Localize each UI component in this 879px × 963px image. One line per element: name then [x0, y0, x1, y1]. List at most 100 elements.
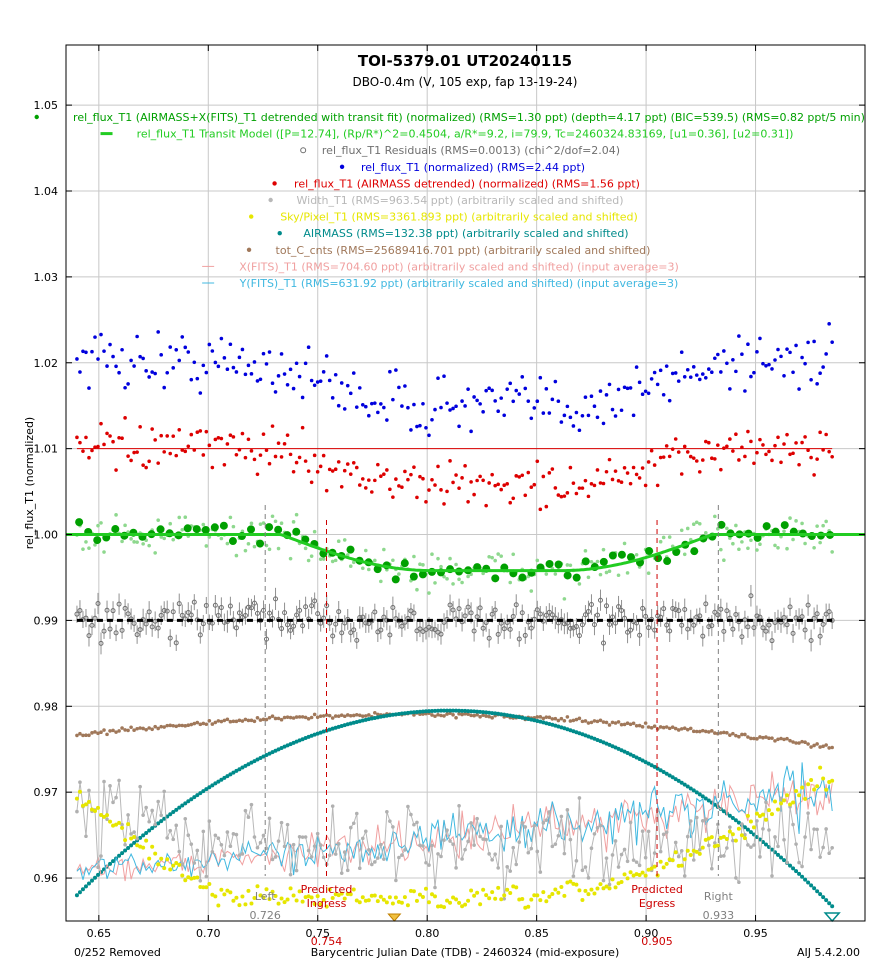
residual-point — [462, 613, 468, 619]
red-point — [351, 461, 356, 465]
tot-c-cnts-point — [93, 730, 97, 734]
residual-point — [805, 602, 811, 608]
airmass-point — [408, 710, 413, 715]
green-point — [625, 571, 630, 575]
airmass-point — [580, 732, 585, 737]
sky-pixel-point — [475, 890, 480, 895]
sky-pixel-point — [363, 898, 368, 903]
residual-point — [336, 609, 342, 615]
red-point — [186, 444, 191, 449]
residual-point — [706, 624, 712, 630]
airmass-point — [426, 709, 431, 714]
red-point — [168, 451, 173, 456]
red-point — [174, 453, 179, 458]
blue-point — [454, 404, 458, 409]
blue-point — [433, 407, 437, 412]
blue-point — [388, 369, 392, 374]
residual-point — [363, 620, 369, 626]
red-point — [710, 456, 714, 461]
green-point — [321, 557, 326, 561]
chart-title: TOI-5379.01 UT20240115 — [358, 52, 572, 70]
airmass-point — [703, 796, 708, 801]
blue-point — [442, 374, 446, 378]
transit-model-line — [66, 533, 865, 573]
tot-c-cnts-point — [216, 719, 221, 723]
tot-c-cnts-point — [339, 713, 344, 717]
tot-c-cnts-point — [740, 732, 744, 737]
sky-pixel-point — [99, 812, 104, 817]
red-point — [294, 460, 299, 465]
marker-value: 0.905 — [641, 935, 673, 948]
tot-c-cnts-point — [81, 733, 85, 738]
airmass-point — [255, 757, 260, 762]
blue-point — [373, 401, 377, 405]
red-point — [156, 461, 160, 465]
sky-pixel-point — [806, 782, 811, 787]
green-point — [207, 535, 212, 539]
residual-point — [739, 634, 745, 640]
red-point — [165, 434, 170, 438]
red-point — [559, 494, 564, 499]
sky-pixel-point — [709, 835, 714, 840]
tot-c-cnts-point — [568, 719, 573, 723]
airmass-point — [360, 718, 365, 723]
airmass-point — [824, 898, 829, 903]
sky-pixel-point — [724, 836, 729, 841]
red-point — [394, 477, 398, 481]
sky-pixel-point — [574, 882, 579, 887]
blue-point — [90, 349, 94, 354]
red-point — [731, 449, 735, 453]
width-point — [279, 820, 284, 825]
sky-pixel-point — [177, 862, 182, 867]
red-point — [556, 493, 561, 497]
y-tick-label: 0.96 — [34, 872, 59, 885]
residual-point — [594, 612, 600, 618]
airmass-point — [697, 792, 702, 797]
sky-pixel-point — [490, 890, 495, 895]
green-point — [99, 521, 103, 525]
sky-pixel-point — [718, 835, 723, 840]
tot-c-cnts-point — [722, 730, 726, 735]
red-point — [348, 472, 353, 476]
sky-pixel-point — [788, 802, 793, 807]
red-point — [661, 455, 666, 459]
residual-point — [254, 610, 260, 616]
red-point — [189, 432, 194, 437]
residual-point — [721, 628, 727, 634]
width-point — [198, 878, 203, 883]
width-point — [84, 834, 88, 839]
airmass-point — [688, 786, 693, 791]
airmass-point — [369, 716, 374, 721]
red-point — [135, 450, 139, 454]
tot-c-cnts-point — [213, 720, 218, 725]
airmass-point — [222, 775, 227, 780]
width-point — [156, 799, 160, 804]
airmass-point — [484, 710, 489, 715]
red-point — [225, 442, 230, 446]
tot-c-cnts-point — [376, 712, 380, 717]
blue-point — [625, 386, 630, 391]
blue-point — [439, 405, 443, 410]
airmass-point — [285, 743, 290, 748]
tot-c-cnts-point — [300, 715, 305, 719]
airmass-point — [649, 763, 654, 768]
red-point — [90, 448, 94, 453]
green-point — [682, 552, 687, 557]
red-point — [779, 460, 783, 465]
sky-pixel-point — [463, 902, 468, 907]
tot-c-cnts-point — [147, 726, 151, 730]
marker-label: Ingress — [307, 897, 347, 910]
width-point — [697, 847, 702, 852]
green-point — [737, 547, 741, 552]
blue-point — [619, 408, 624, 413]
airmass-point — [366, 717, 371, 722]
residual-point — [122, 605, 128, 611]
legend-marker — [277, 231, 282, 236]
blue-point — [415, 424, 419, 429]
blue-point — [634, 365, 639, 369]
airmass-point — [80, 887, 85, 892]
tot-c-cnts-point — [336, 714, 341, 719]
airmass-point — [604, 741, 609, 746]
green-binned-point — [409, 572, 418, 581]
red-point — [652, 463, 657, 467]
